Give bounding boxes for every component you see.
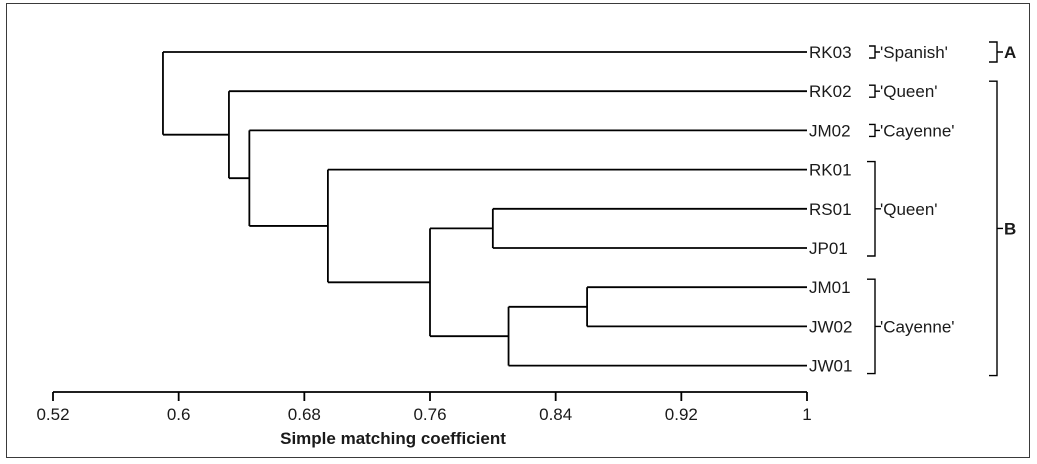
x-axis-title: Simple matching coefficient: [280, 429, 506, 448]
group-bracket: [867, 278, 881, 375]
x-tick-label: 0.52: [36, 405, 69, 424]
x-tick-label: 0.68: [288, 405, 321, 424]
leaf-label: RK01: [809, 161, 852, 180]
dendrogram-figure: RK03 RK02 JM02 RK01 RS01 JP01 JM01 JW02 JW01 'Sp…: [6, 3, 1030, 458]
leaf-label: JM02: [809, 121, 851, 140]
leaf-label: RS01: [809, 200, 852, 219]
cluster-bracket: [989, 41, 1003, 63]
leaf-label: JP01: [809, 239, 848, 258]
x-axis: 0.52 0.6 0.68 0.76 0.84 0.92 1: [36, 391, 812, 424]
leaf-labels: RK03 RK02 JM02 RK01 RS01 JP01 JM01 JW02 JW01: [809, 43, 852, 376]
group-bracket: [869, 84, 880, 98]
cluster-bracket: [989, 80, 1003, 377]
x-tick-label: 1: [802, 405, 811, 424]
group-bracket: [869, 45, 880, 59]
leaf-label: JM01: [809, 278, 851, 297]
group-bracket: [867, 160, 881, 257]
x-tick-label: 0.84: [539, 405, 572, 424]
group-label: 'Cayenne': [880, 317, 955, 336]
cluster-label: B: [1004, 219, 1016, 238]
leaf-label: JW02: [809, 317, 852, 336]
group-label: 'Spanish': [880, 43, 948, 62]
x-tick-label: 0.6: [167, 405, 191, 424]
group-bracket: [869, 123, 880, 138]
x-tick-label: 0.92: [665, 405, 698, 424]
cluster-brackets: AB: [989, 41, 1016, 377]
leaf-label: JW01: [809, 357, 852, 376]
dendrogram-branches: [162, 51, 807, 367]
leaf-label: RK03: [809, 43, 852, 62]
group-label: 'Cayenne': [880, 121, 955, 140]
x-tick-label: 0.76: [413, 405, 446, 424]
cluster-label: A: [1004, 43, 1016, 62]
cultivar-group-brackets: 'Spanish' 'Queen' 'Cayenne' 'Queen' 'Cayenne…: [867, 43, 955, 375]
dendrogram-svg: RK03 RK02 JM02 RK01 RS01 JP01 JM01 JW02 JW01 'Sp…: [36, 41, 1016, 448]
group-label: 'Queen': [880, 200, 938, 219]
group-label: 'Queen': [880, 82, 938, 101]
leaf-label: RK02: [809, 82, 852, 101]
